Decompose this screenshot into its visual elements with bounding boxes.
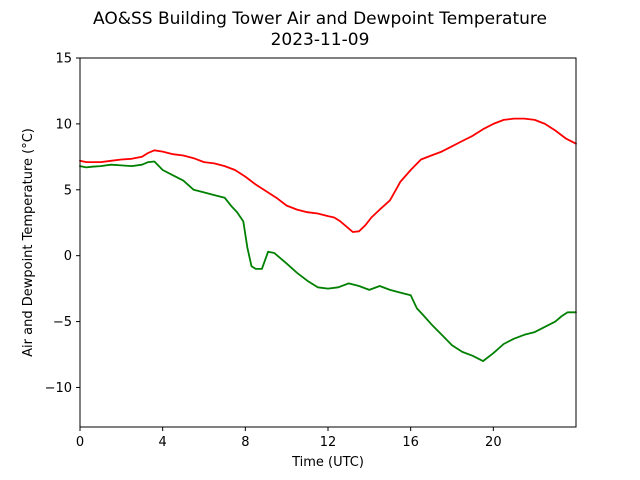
chart-subtitle: 2023-11-09 (271, 30, 370, 50)
y-tick-label: 0 (64, 249, 72, 264)
x-tick-label: 20 (485, 435, 502, 450)
y-tick-label: −10 (45, 381, 72, 396)
x-axis-label: Time (UTC) (291, 455, 364, 470)
x-tick-label: 4 (159, 435, 167, 450)
x-tick-label: 16 (402, 435, 419, 450)
x-tick-label: 0 (76, 435, 84, 450)
y-tick-label: 15 (55, 52, 72, 67)
series-line-air-temperature (79, 117, 577, 233)
y-tick-label: 10 (55, 117, 72, 132)
x-tick-label: 12 (320, 435, 337, 450)
plot-frame (79, 57, 577, 428)
series-layer (79, 117, 577, 363)
x-tick-label: 8 (241, 435, 249, 450)
series-line-dewpoint-temperature (79, 160, 577, 363)
y-tick-label: 5 (64, 183, 72, 198)
y-axis-label: Air and Dewpoint Temperature (°C) (21, 128, 36, 357)
axes-layer: 0 4 8 12 16 20 −10 −5 0 5 10 15 (45, 52, 502, 451)
y-tick-label: −5 (53, 315, 72, 330)
chart-title: AO&SS Building Tower Air and Dewpoint Te… (93, 9, 547, 29)
